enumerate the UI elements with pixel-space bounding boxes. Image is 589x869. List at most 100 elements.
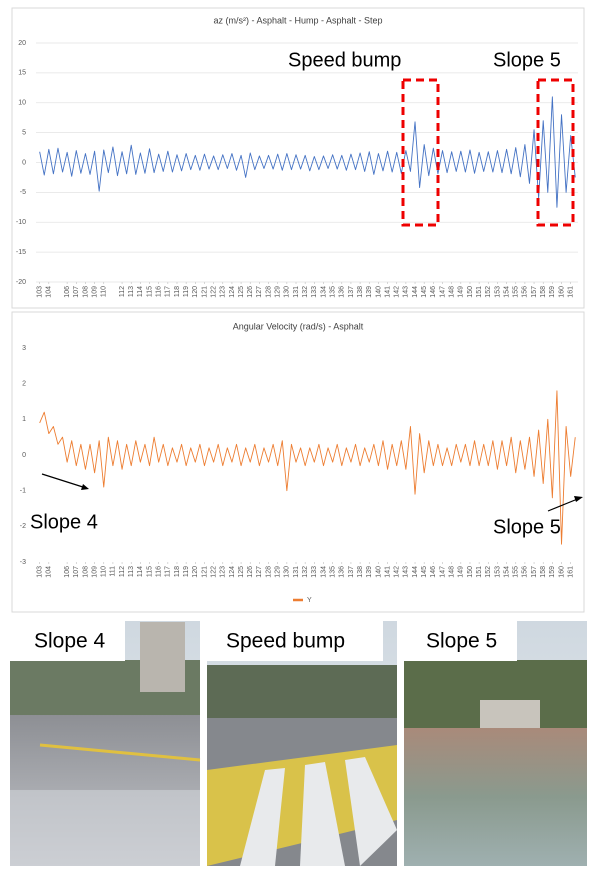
x-tick-label: 124 bbox=[229, 286, 236, 298]
annotation: Slope 5 bbox=[493, 516, 561, 538]
y-tick-label: 1 bbox=[22, 416, 26, 423]
x-tick-label: 107 bbox=[73, 566, 80, 578]
x-tick-label: 133 bbox=[311, 566, 318, 578]
x-tick-label: 145 bbox=[421, 566, 428, 578]
x-tick-label: 103 bbox=[37, 286, 44, 298]
x-tick-label: 121 bbox=[201, 566, 208, 578]
annotation: Speed bump bbox=[288, 49, 401, 71]
x-tick-label: 139 bbox=[366, 566, 373, 578]
x-tick-label: 138 bbox=[357, 286, 364, 298]
x-tick-label: 148 bbox=[448, 566, 455, 578]
x-tick-label: 109 bbox=[91, 286, 98, 298]
x-tick-label: 112 bbox=[119, 566, 126, 577]
x-tick-label: 104 bbox=[46, 286, 53, 298]
x-tick-label: 127 bbox=[256, 286, 263, 298]
x-tick-label: 122 bbox=[210, 566, 217, 578]
x-tick-label: 144 bbox=[412, 286, 419, 298]
x-tick-label: 159 bbox=[549, 566, 556, 578]
x-tick-label: 135 bbox=[329, 566, 336, 578]
x-tick-label: 120 bbox=[192, 566, 199, 578]
x-tick-label: 132 bbox=[302, 566, 309, 578]
x-tick-label: 149 bbox=[458, 286, 465, 298]
x-tick-label: 137 bbox=[348, 566, 355, 578]
x-tick-label: 149 bbox=[458, 566, 465, 578]
x-tick-label: 127 bbox=[256, 566, 263, 578]
y-tick-label: 15 bbox=[18, 70, 26, 77]
x-tick-label: 146 bbox=[430, 286, 437, 298]
x-tick-label: 114 bbox=[137, 566, 144, 577]
y-tick-label: 3 bbox=[22, 345, 26, 352]
x-tick-label: 135 bbox=[329, 286, 336, 298]
x-tick-label: 160 bbox=[558, 566, 565, 578]
x-tick-label: 139 bbox=[366, 286, 373, 298]
x-tick-label: 119 bbox=[183, 286, 190, 297]
x-tick-label: 115 bbox=[146, 566, 153, 577]
x-tick-label: 123 bbox=[220, 566, 227, 578]
x-tick-label: 126 bbox=[247, 566, 254, 578]
x-tick-label: 134 bbox=[320, 286, 327, 298]
x-tick-label: 117 bbox=[165, 566, 172, 577]
x-tick-label: 116 bbox=[156, 566, 163, 577]
x-tick-label: 146 bbox=[430, 566, 437, 578]
y-tick-label: -5 bbox=[20, 189, 26, 196]
x-tick-label: 155 bbox=[513, 566, 520, 578]
x-tick-label: 115 bbox=[146, 286, 153, 297]
photo-label: Speed bump bbox=[226, 630, 345, 653]
x-tick-label: 158 bbox=[540, 566, 547, 578]
x-tick-label: 140 bbox=[375, 566, 382, 578]
photo: Speed bump bbox=[207, 621, 397, 866]
y-tick-label: 5 bbox=[22, 129, 26, 136]
x-tick-label: 130 bbox=[284, 566, 291, 578]
x-tick-label: 118 bbox=[174, 286, 181, 297]
photo-label: Slope 4 bbox=[34, 630, 106, 653]
x-tick-label: 143 bbox=[403, 566, 410, 578]
legend-label: Y bbox=[307, 597, 312, 604]
y-tick-label: -1 bbox=[20, 488, 26, 495]
x-tick-label: 156 bbox=[522, 286, 529, 298]
y-tick-label: -10 bbox=[16, 219, 26, 226]
x-tick-label: 124 bbox=[229, 566, 236, 578]
x-tick-label: 150 bbox=[467, 286, 474, 298]
x-tick-label: 114 bbox=[137, 286, 144, 297]
x-tick-label: 128 bbox=[265, 566, 272, 578]
x-tick-label: 119 bbox=[183, 566, 190, 577]
x-tick-label: 104 bbox=[46, 566, 53, 578]
photo-label: Slope 5 bbox=[426, 630, 497, 653]
x-tick-label: 151 bbox=[476, 286, 483, 298]
x-tick-label: 158 bbox=[540, 286, 547, 298]
annotation: Slope 4 bbox=[30, 511, 98, 533]
x-tick-label: 123 bbox=[220, 286, 227, 298]
x-tick-label: 103 bbox=[37, 566, 44, 578]
x-tick-label: 131 bbox=[293, 286, 300, 298]
photo: Slope 5 bbox=[404, 621, 587, 866]
x-tick-label: 136 bbox=[339, 286, 346, 298]
x-tick-label: 108 bbox=[82, 566, 89, 578]
x-tick-label: 156 bbox=[522, 566, 529, 578]
y-tick-label: -20 bbox=[16, 279, 26, 286]
x-tick-label: 112 bbox=[119, 286, 126, 297]
x-tick-label: 133 bbox=[311, 286, 318, 298]
y-tick-label: 20 bbox=[18, 40, 26, 47]
x-tick-label: 144 bbox=[412, 566, 419, 578]
x-tick-label: 153 bbox=[494, 566, 501, 578]
x-tick-label: 122 bbox=[210, 286, 217, 298]
x-tick-label: 109 bbox=[91, 566, 98, 578]
chart-title: Angular Velocity (rad/s) - Asphalt bbox=[233, 321, 364, 331]
x-tick-label: 148 bbox=[448, 286, 455, 298]
x-tick-label: 154 bbox=[503, 566, 510, 578]
x-tick-label: 120 bbox=[192, 286, 199, 298]
x-tick-label: 153 bbox=[494, 286, 501, 298]
x-tick-label: 138 bbox=[357, 566, 364, 578]
y-tick-label: -3 bbox=[20, 559, 26, 566]
y-tick-label: 10 bbox=[18, 100, 26, 107]
x-tick-label: 151 bbox=[476, 566, 483, 578]
x-tick-label: 107 bbox=[73, 286, 80, 298]
x-tick-label: 129 bbox=[275, 566, 282, 578]
x-tick-label: 141 bbox=[384, 286, 391, 298]
y-tick-label: 0 bbox=[22, 452, 26, 459]
x-tick-label: 129 bbox=[275, 286, 282, 298]
x-tick-label: 113 bbox=[128, 566, 135, 577]
x-tick-label: 125 bbox=[238, 566, 245, 578]
x-tick-label: 155 bbox=[513, 286, 520, 298]
x-tick-label: 161 bbox=[568, 566, 575, 578]
